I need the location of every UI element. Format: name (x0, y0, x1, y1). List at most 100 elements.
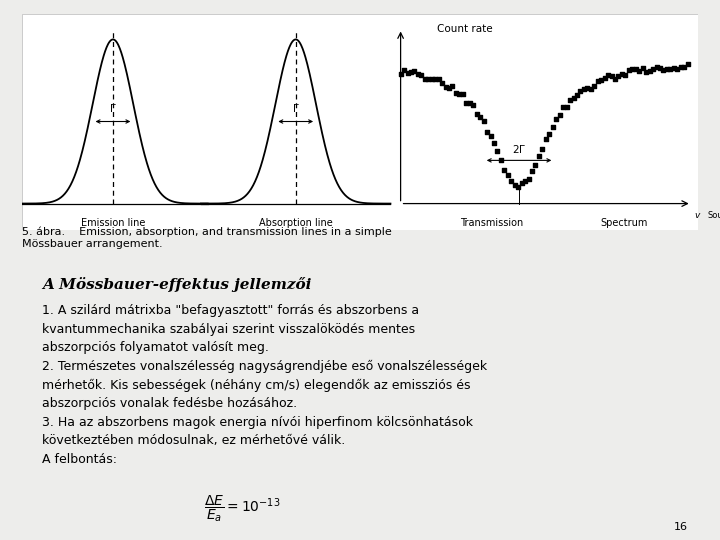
Point (630, 65, 642, 73)
Point (446, 82, 458, 90)
Point (523, 174, 534, 183)
Point (457, 89, 469, 98)
Point (402, 69, 413, 77)
Point (675, 63, 686, 72)
Point (505, 177, 517, 186)
Point (426, 74, 438, 83)
Point (651, 63, 662, 71)
Point (640, 68, 652, 77)
Point (561, 103, 572, 112)
Point (509, 180, 521, 189)
Text: 16: 16 (674, 522, 688, 532)
Point (454, 89, 465, 98)
Text: Spectrum: Spectrum (600, 218, 647, 228)
Text: $\Gamma$: $\Gamma$ (292, 102, 300, 114)
Point (623, 65, 634, 74)
Point (626, 65, 638, 73)
Point (450, 88, 462, 97)
Point (464, 98, 475, 107)
Text: $\dfrac{\Delta E}{E_a} = 10^{-13}$: $\dfrac{\Delta E}{E_a} = 10^{-13}$ (204, 494, 281, 524)
Point (536, 145, 548, 153)
Point (634, 67, 645, 76)
Point (526, 166, 538, 175)
Text: 1. A szilárd mátrixba "befagyasztott" forrás és abszorbens a
kvantummechanika sz: 1. A szilárd mátrixba "befagyasztott" fo… (42, 305, 487, 466)
Point (395, 70, 406, 78)
Point (461, 98, 472, 107)
Point (575, 87, 586, 96)
Point (571, 91, 582, 99)
Text: $\Gamma$: $\Gamma$ (109, 102, 117, 114)
Point (654, 64, 666, 73)
Point (613, 72, 624, 80)
Text: Absorption line: Absorption line (258, 218, 333, 228)
Point (599, 73, 611, 82)
Point (436, 79, 448, 88)
Text: Source: Source (707, 211, 720, 220)
Point (554, 111, 565, 119)
Point (595, 76, 607, 85)
Point (499, 165, 510, 174)
Point (582, 84, 593, 92)
Text: Emission line: Emission line (81, 218, 145, 228)
Point (547, 122, 559, 131)
Point (429, 75, 441, 83)
Point (516, 179, 528, 188)
Point (419, 75, 431, 84)
Point (603, 71, 614, 79)
Point (467, 100, 479, 109)
Point (647, 65, 659, 73)
Point (564, 96, 576, 104)
Text: Count rate: Count rate (437, 24, 492, 35)
Point (606, 71, 617, 80)
Point (637, 64, 649, 72)
Point (478, 116, 490, 125)
Point (440, 83, 451, 92)
Point (415, 71, 427, 80)
Point (471, 110, 482, 118)
Point (678, 63, 690, 71)
Point (557, 103, 569, 111)
Point (474, 113, 486, 122)
Point (502, 171, 513, 179)
Point (519, 177, 531, 185)
Point (513, 183, 524, 191)
Point (609, 75, 621, 83)
Point (665, 64, 676, 73)
Text: Transmission: Transmission (460, 218, 523, 228)
Point (616, 69, 628, 78)
Text: A Mössbauer-effektus jellemzői: A Mössbauer-effektus jellemzői (42, 276, 311, 292)
Point (578, 85, 590, 93)
Point (423, 75, 434, 83)
Point (409, 66, 420, 75)
Point (672, 65, 683, 73)
Point (444, 83, 455, 92)
Point (644, 66, 655, 75)
Point (433, 75, 444, 84)
Point (682, 60, 693, 69)
Point (485, 132, 496, 141)
Point (495, 156, 507, 165)
Point (568, 94, 580, 103)
Text: $v$: $v$ (693, 211, 701, 220)
Point (412, 70, 423, 79)
Point (492, 146, 503, 155)
Point (668, 64, 680, 73)
Point (481, 127, 492, 136)
Point (534, 152, 545, 160)
Point (661, 64, 672, 73)
Point (540, 135, 552, 144)
Point (620, 71, 631, 79)
Text: $2\Gamma$: $2\Gamma$ (512, 143, 526, 155)
Point (588, 82, 600, 91)
Point (544, 130, 555, 138)
Point (530, 161, 541, 170)
Point (657, 66, 669, 75)
FancyBboxPatch shape (22, 14, 698, 229)
Point (592, 76, 603, 85)
Point (488, 138, 500, 147)
Point (405, 68, 417, 76)
Point (551, 114, 562, 123)
Point (585, 84, 597, 93)
Text: 5. ábra.    Emission, absorption, and transmission lines in a simple
Mössbauer a: 5. ábra. Emission, absorption, and trans… (22, 227, 392, 249)
Point (398, 66, 410, 75)
